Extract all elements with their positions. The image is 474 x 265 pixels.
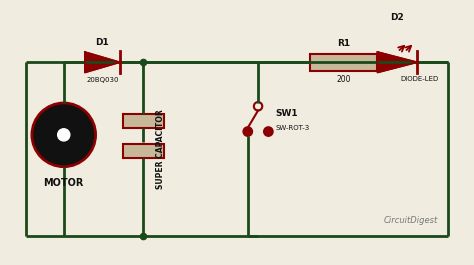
- Circle shape: [32, 103, 96, 167]
- Circle shape: [243, 127, 253, 136]
- Circle shape: [254, 102, 262, 111]
- Text: SW1: SW1: [276, 109, 299, 118]
- Polygon shape: [85, 52, 120, 73]
- Polygon shape: [377, 52, 417, 73]
- Circle shape: [58, 129, 70, 141]
- Bar: [123, 114, 164, 128]
- Text: SUPER CAPACITOR: SUPER CAPACITOR: [156, 109, 165, 189]
- Text: D2: D2: [391, 14, 404, 23]
- Text: 200: 200: [336, 75, 351, 84]
- Circle shape: [264, 127, 273, 136]
- Bar: [310, 54, 377, 71]
- Text: CircuitDigest: CircuitDigest: [384, 216, 438, 225]
- Bar: [123, 144, 164, 158]
- Text: D1: D1: [95, 38, 109, 47]
- Text: MOTOR: MOTOR: [44, 178, 84, 188]
- Text: R1: R1: [337, 39, 350, 48]
- Text: 20BQ030: 20BQ030: [86, 77, 118, 83]
- Text: DIODE-LED: DIODE-LED: [401, 76, 439, 82]
- Text: SW-ROT-3: SW-ROT-3: [276, 125, 310, 131]
